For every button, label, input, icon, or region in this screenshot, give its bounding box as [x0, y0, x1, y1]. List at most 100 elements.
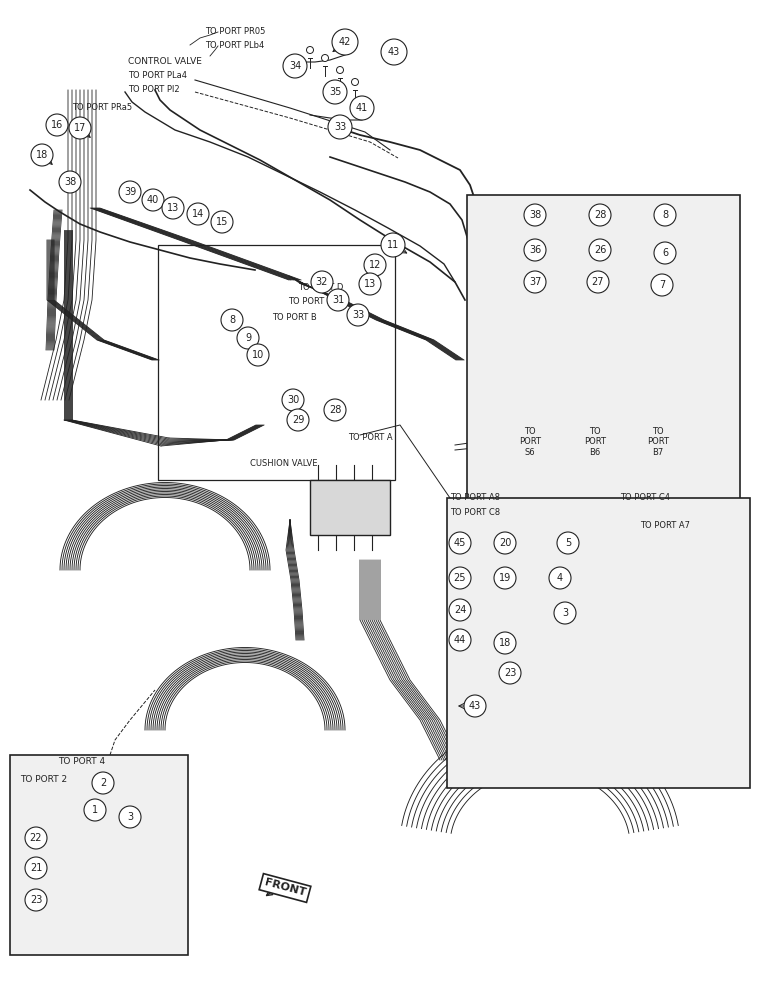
Circle shape [142, 189, 164, 211]
Circle shape [332, 29, 358, 55]
Circle shape [25, 889, 47, 911]
Text: 17: 17 [74, 123, 86, 133]
Circle shape [69, 117, 91, 139]
Text: 9: 9 [245, 333, 251, 343]
Circle shape [381, 233, 405, 257]
Text: 18: 18 [36, 150, 48, 160]
Circle shape [119, 806, 141, 828]
Text: 45: 45 [454, 538, 466, 548]
Circle shape [25, 827, 47, 849]
Text: 16: 16 [51, 120, 63, 130]
Circle shape [287, 409, 309, 431]
Circle shape [499, 662, 521, 684]
Circle shape [324, 399, 346, 421]
Circle shape [321, 54, 328, 62]
Text: 3: 3 [562, 608, 568, 618]
Bar [10, 755, 188, 955]
Circle shape [328, 115, 352, 139]
Text: TO PORT 2: TO PORT 2 [20, 776, 67, 784]
Text: FRONT: FRONT [263, 878, 307, 898]
Circle shape [92, 772, 114, 794]
Bar [158, 245, 395, 480]
Circle shape [347, 304, 369, 326]
Circle shape [306, 46, 313, 53]
Text: TO PORT A8: TO PORT A8 [450, 493, 500, 502]
Bar [310, 480, 390, 535]
Circle shape [610, 475, 620, 485]
Circle shape [381, 39, 407, 65]
Circle shape [610, 451, 620, 461]
Circle shape [351, 79, 359, 86]
Circle shape [575, 463, 585, 473]
Circle shape [554, 602, 576, 624]
Text: CONTROL VALVE: CONTROL VALVE [128, 57, 202, 66]
Text: 18: 18 [499, 638, 511, 648]
Text: 1: 1 [92, 805, 98, 815]
Bar [467, 195, 740, 500]
Text: TO PORT C: TO PORT C [288, 298, 333, 306]
Circle shape [654, 204, 676, 226]
Circle shape [575, 451, 585, 461]
Text: TO PORT B: TO PORT B [272, 314, 317, 322]
Circle shape [549, 567, 571, 589]
Circle shape [589, 239, 611, 261]
Text: 36: 36 [529, 245, 541, 255]
Circle shape [350, 96, 374, 120]
Circle shape [59, 171, 81, 193]
Text: TO PORT C8: TO PORT C8 [450, 508, 500, 517]
Circle shape [589, 204, 611, 226]
Text: 28: 28 [329, 405, 341, 415]
Circle shape [283, 54, 307, 78]
Circle shape [221, 309, 243, 331]
Circle shape [651, 274, 673, 296]
Text: 20: 20 [499, 538, 511, 548]
Text: 33: 33 [334, 122, 346, 132]
Text: 19: 19 [499, 573, 511, 583]
Text: TO PORT 4: TO PORT 4 [58, 758, 105, 766]
Text: 43: 43 [388, 47, 400, 57]
Text: TO PORT PLa4: TO PORT PLa4 [128, 72, 187, 81]
Text: 32: 32 [316, 277, 328, 287]
Circle shape [162, 197, 184, 219]
Circle shape [187, 203, 209, 225]
Text: TO PORT C4: TO PORT C4 [620, 493, 670, 502]
Text: TO PORT PR05: TO PORT PR05 [205, 27, 265, 36]
Circle shape [247, 344, 269, 366]
Text: TO PORT A7: TO PORT A7 [640, 521, 690, 530]
Circle shape [449, 599, 471, 621]
Text: 25: 25 [454, 573, 466, 583]
Text: 24: 24 [454, 605, 466, 615]
Circle shape [645, 451, 655, 461]
Text: 34: 34 [289, 61, 301, 71]
Text: 29: 29 [292, 415, 304, 425]
Circle shape [323, 80, 347, 104]
Circle shape [211, 211, 233, 233]
Text: 37: 37 [529, 277, 541, 287]
Text: 8: 8 [229, 315, 235, 325]
Text: 42: 42 [339, 37, 351, 47]
Text: 12: 12 [369, 260, 382, 270]
Text: 26: 26 [594, 245, 606, 255]
Text: 38: 38 [529, 210, 541, 220]
Text: TO PORT PRa5: TO PORT PRa5 [72, 104, 132, 112]
Circle shape [524, 204, 546, 226]
Text: 15: 15 [216, 217, 228, 227]
Text: TO
PORT
B7: TO PORT B7 [647, 427, 669, 457]
Circle shape [654, 242, 676, 264]
Text: 7: 7 [659, 280, 665, 290]
Text: 38: 38 [64, 177, 76, 187]
Text: 39: 39 [124, 187, 136, 197]
Circle shape [46, 114, 68, 136]
Text: 23: 23 [504, 668, 516, 678]
Text: TO
PORT
B6: TO PORT B6 [584, 427, 606, 457]
Circle shape [31, 144, 53, 166]
Text: TO
PORT
S6: TO PORT S6 [519, 427, 541, 457]
Circle shape [575, 475, 585, 485]
Circle shape [645, 475, 655, 485]
Circle shape [25, 857, 47, 879]
Circle shape [119, 181, 141, 203]
Text: 11: 11 [387, 240, 399, 250]
Circle shape [449, 567, 471, 589]
Circle shape [449, 532, 471, 554]
Text: 27: 27 [592, 277, 604, 287]
